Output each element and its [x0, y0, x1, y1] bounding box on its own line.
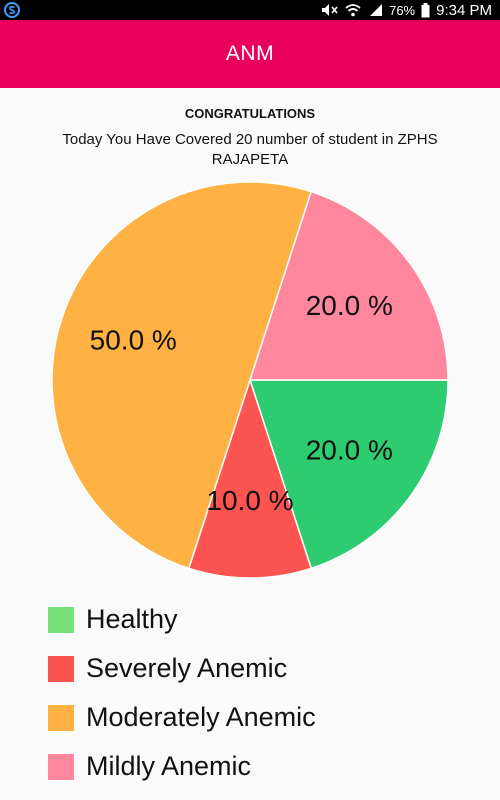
pie-slice-healthy	[248, 379, 449, 570]
signal-icon	[367, 3, 383, 17]
slice-label-mildly-anemic: 20.0 %	[306, 290, 393, 321]
pie-slice-moderately-anemic	[51, 181, 313, 570]
pie-chart: 20.0 % 10.0 % 50.0 % 20.0 %	[51, 181, 449, 579]
pie-slice-severely-anemic	[187, 377, 313, 579]
legend-label: Severely Anemic	[86, 653, 288, 683]
legend-item-severely-anemic: Severely Anemic	[48, 644, 316, 693]
congratulations-heading: CONGRATULATIONS	[184, 106, 316, 121]
legend-swatch	[48, 606, 74, 633]
legend-label: Healthy	[86, 604, 178, 634]
chart-legend: Healthy Severely Anemic Moderately Anemi…	[48, 595, 316, 791]
slice-label-severely-anemic: 10.0 %	[206, 485, 293, 516]
legend-swatch	[48, 753, 74, 780]
s-app-icon	[4, 2, 20, 18]
legend-swatch	[48, 655, 74, 682]
battery-icon	[421, 2, 430, 18]
wifi-icon	[345, 3, 361, 17]
legend-item-healthy: Healthy	[48, 595, 316, 644]
legend-swatch	[48, 704, 74, 731]
slice-label-moderately-anemic: 50.0 %	[90, 324, 177, 355]
status-bar: 76% 9:34 PM	[0, 0, 500, 20]
legend-item-moderately-anemic: Moderately Anemic	[48, 693, 316, 742]
battery-level: 76%	[389, 2, 416, 18]
coverage-message: Today You Have Covered 20 number of stud…	[62, 131, 438, 168]
legend-item-mildly-anemic: Mildly Anemic	[48, 742, 316, 791]
legend-label: Moderately Anemic	[86, 702, 316, 732]
mute-icon	[321, 3, 339, 17]
slice-label-healthy: 20.0 %	[306, 435, 393, 466]
pie-slice-mildly-anemic	[248, 190, 449, 381]
legend-label: Mildly Anemic	[86, 751, 252, 781]
app-bar: ANM	[0, 20, 500, 88]
clock: 9:34 PM	[436, 1, 492, 19]
app-title: ANM	[225, 42, 275, 65]
